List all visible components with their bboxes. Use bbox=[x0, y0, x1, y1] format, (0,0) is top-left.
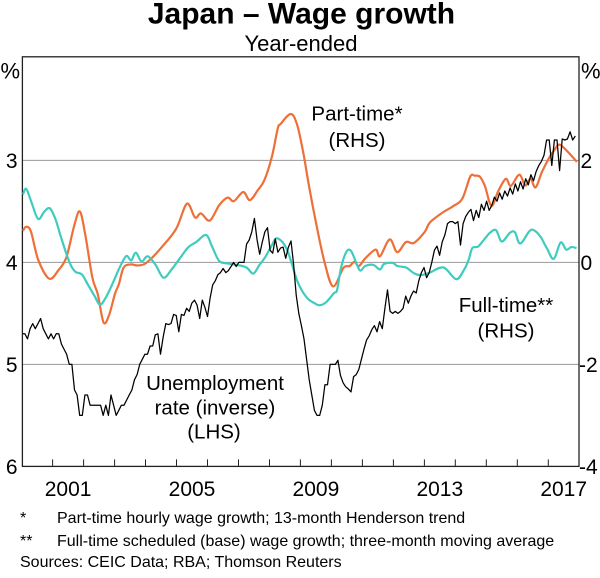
svg-text:3: 3 bbox=[6, 150, 18, 173]
svg-text:Unemployment: Unemployment bbox=[146, 372, 284, 395]
svg-text:Full-time scheduled (base) wag: Full-time scheduled (base) wage growth; … bbox=[57, 533, 554, 550]
svg-text:rate (inverse): rate (inverse) bbox=[155, 397, 276, 420]
svg-text:%: % bbox=[581, 59, 600, 84]
svg-text:(RHS): (RHS) bbox=[329, 129, 386, 152]
svg-text:5: 5 bbox=[6, 354, 18, 377]
svg-text:2: 2 bbox=[581, 150, 593, 173]
svg-text:*: * bbox=[20, 510, 26, 527]
svg-text:Year-ended: Year-ended bbox=[245, 31, 358, 56]
svg-text:%: % bbox=[1, 59, 21, 84]
svg-text:2001: 2001 bbox=[45, 478, 92, 501]
svg-text:Full-time**: Full-time** bbox=[459, 294, 554, 317]
svg-text:2017: 2017 bbox=[540, 478, 587, 501]
svg-text:4: 4 bbox=[6, 252, 18, 275]
svg-text:(RHS): (RHS) bbox=[478, 320, 535, 343]
svg-text:Part-time*: Part-time* bbox=[311, 103, 402, 126]
svg-text:(LHS): (LHS) bbox=[187, 421, 241, 444]
svg-text:Part-time hourly wage growth;: Part-time hourly wage growth; 13-month H… bbox=[57, 510, 465, 527]
svg-text:2009: 2009 bbox=[293, 478, 340, 501]
svg-text:Sources: CEIC Data; RBA; Thoms: Sources: CEIC Data; RBA; Thomson Reuters bbox=[20, 554, 342, 571]
svg-text:**: ** bbox=[20, 533, 32, 550]
svg-text:-2: -2 bbox=[579, 354, 598, 377]
svg-text:6: 6 bbox=[6, 456, 18, 479]
svg-text:2013: 2013 bbox=[416, 478, 463, 501]
svg-text:0: 0 bbox=[581, 252, 593, 275]
svg-text:-4: -4 bbox=[579, 456, 598, 479]
svg-text:Japan – Wage growth: Japan – Wage growth bbox=[148, 0, 455, 31]
svg-text:2005: 2005 bbox=[169, 478, 216, 501]
